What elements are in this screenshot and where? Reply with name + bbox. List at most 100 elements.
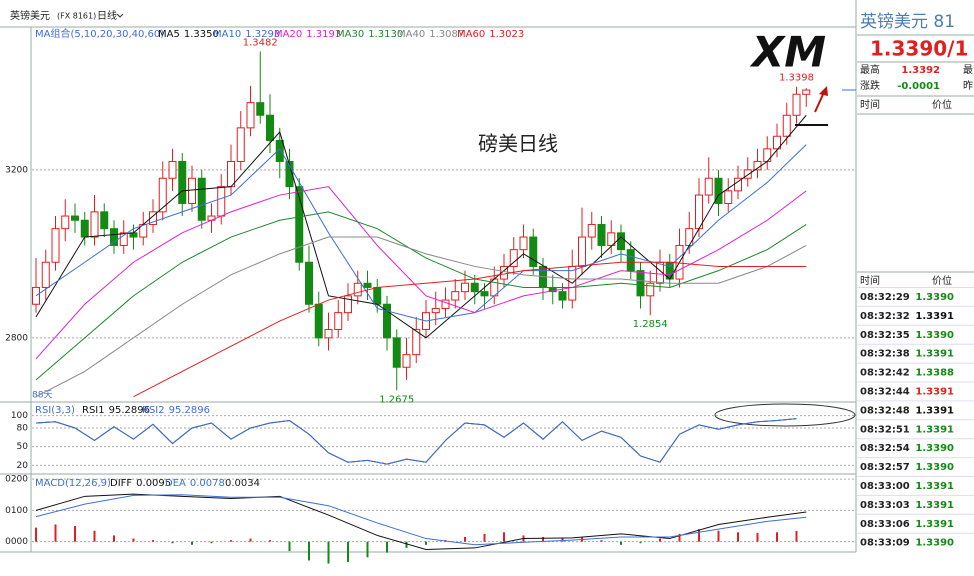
tick-price: 1.3391 — [915, 387, 954, 398]
candle-body — [617, 232, 625, 251]
tick-time: 08:32:51 — [860, 424, 910, 435]
candle-body — [100, 211, 109, 230]
candle-body — [714, 177, 723, 204]
candle-body — [236, 127, 245, 162]
macd-bar — [542, 536, 544, 542]
candle-body — [383, 303, 391, 339]
tick-price: 1.3391 — [915, 481, 954, 492]
candle-body — [41, 261, 50, 288]
legend-entry: RSI2 95.2896 — [142, 405, 210, 416]
quote-title: 英镑美元 81 — [860, 12, 955, 32]
legend-entry: MA60 1.3023 — [457, 29, 524, 40]
candle-body — [295, 186, 304, 263]
tick-price: 1.3391 — [915, 349, 954, 360]
macd-bar — [347, 541, 349, 563]
macd-bar — [288, 541, 291, 552]
candle-body — [266, 114, 274, 141]
legend-value: 1.3193 — [306, 29, 341, 40]
candle-body — [188, 177, 196, 204]
candle-body — [334, 312, 343, 330]
candle-body — [256, 102, 265, 116]
symbol: 英镑美元 — [10, 9, 50, 22]
legend-entry: MA5 1.3350 — [158, 29, 219, 40]
candle-body — [470, 282, 479, 293]
indicator-title: MACD(12,26,9) — [35, 478, 111, 489]
legend-value: 95.2896 — [109, 405, 150, 416]
legend-value: 1.3023 — [489, 29, 524, 40]
tick-time: 08:32:38 — [860, 349, 910, 360]
tick-time: 08:32:32 — [860, 311, 910, 322]
quote-value: 1.3392 — [901, 65, 940, 76]
candle-body — [119, 232, 128, 246]
series-line — [35, 493, 807, 551]
candle-body — [178, 160, 187, 204]
tick-price: 1.3391 — [915, 519, 954, 530]
candle-body — [246, 102, 255, 129]
candle-body — [324, 328, 333, 339]
legend-name: MA40 — [397, 29, 425, 40]
chart-annotation: 磅美日线 — [478, 132, 558, 156]
extreme-label: 1.3398 — [779, 73, 814, 84]
symbol-code[interactable]: (FX 8161) — [57, 12, 96, 21]
y-tick-label: 80 — [17, 424, 29, 434]
y-tick-label: 0000 — [5, 537, 28, 547]
legend-entry: MA20 1.3193 — [274, 29, 341, 40]
tick-price: 1.3390 — [915, 443, 954, 454]
legend-name: RSI2 — [142, 405, 165, 416]
legend-name: MA30 — [336, 29, 364, 40]
candle-body — [558, 291, 567, 301]
macd-bar — [405, 541, 408, 548]
series-line — [35, 494, 807, 546]
tick-time: 08:32:44 — [860, 387, 910, 398]
indicator-title: MA组合(5,10,20,30,40,60) — [35, 27, 164, 40]
macd-bar — [483, 533, 486, 542]
candle-body — [275, 139, 284, 162]
candle-body — [80, 219, 89, 238]
candle-body — [227, 160, 235, 188]
legend-name: MA5 — [158, 29, 180, 40]
series-line — [35, 144, 807, 322]
y-tick-label: 20 — [17, 461, 29, 471]
candle-body — [51, 228, 60, 263]
legend-value: 1.3293 — [245, 29, 280, 40]
macd-bar — [210, 541, 213, 544]
series-line — [35, 186, 807, 360]
tick-time: 08:33:06 — [860, 519, 910, 530]
tick-price: 1.3391 — [915, 424, 954, 435]
candle-body — [110, 228, 118, 246]
macd-bar — [132, 538, 135, 542]
bars-label: 88天 — [32, 391, 52, 401]
legend-entry: RSI1 95.2896 — [82, 405, 150, 416]
macd-bar — [600, 540, 603, 542]
legend-name: RSI1 — [82, 405, 105, 416]
indicator-title: RSI(3,3) — [35, 405, 75, 416]
candle-body — [626, 249, 635, 272]
candle-body — [704, 177, 713, 196]
candle-body — [353, 282, 362, 297]
highlight-ellipse — [714, 403, 856, 427]
quote-price: 1.3390/1 — [870, 37, 968, 61]
candle-body — [314, 303, 323, 339]
tick-time: 08:33:00 — [860, 481, 910, 492]
column-header: 价位 — [932, 98, 952, 111]
tick-price: 1.3390 — [915, 538, 954, 549]
candle-body — [402, 354, 411, 368]
y-tick-label: 3200 — [5, 165, 28, 175]
period[interactable]: 日线 — [97, 9, 117, 22]
tick-time: 08:32:57 — [860, 462, 910, 473]
candle-body — [578, 236, 586, 267]
candle-body — [61, 215, 70, 230]
y-tick-label: 0200 — [5, 475, 28, 485]
extreme-label: 1.2854 — [633, 319, 668, 330]
macd-bar — [171, 541, 174, 544]
column-header: 时间 — [860, 274, 880, 287]
legend-value: 1.3087 — [429, 29, 464, 40]
candle-body — [285, 160, 294, 188]
logo: XM — [741, 28, 838, 78]
candle-body — [646, 282, 655, 297]
quote-extra: 最 — [963, 64, 973, 76]
column-header: 时间 — [860, 98, 880, 111]
candle-body — [480, 291, 489, 297]
legend-value: 1.3130 — [368, 29, 403, 40]
